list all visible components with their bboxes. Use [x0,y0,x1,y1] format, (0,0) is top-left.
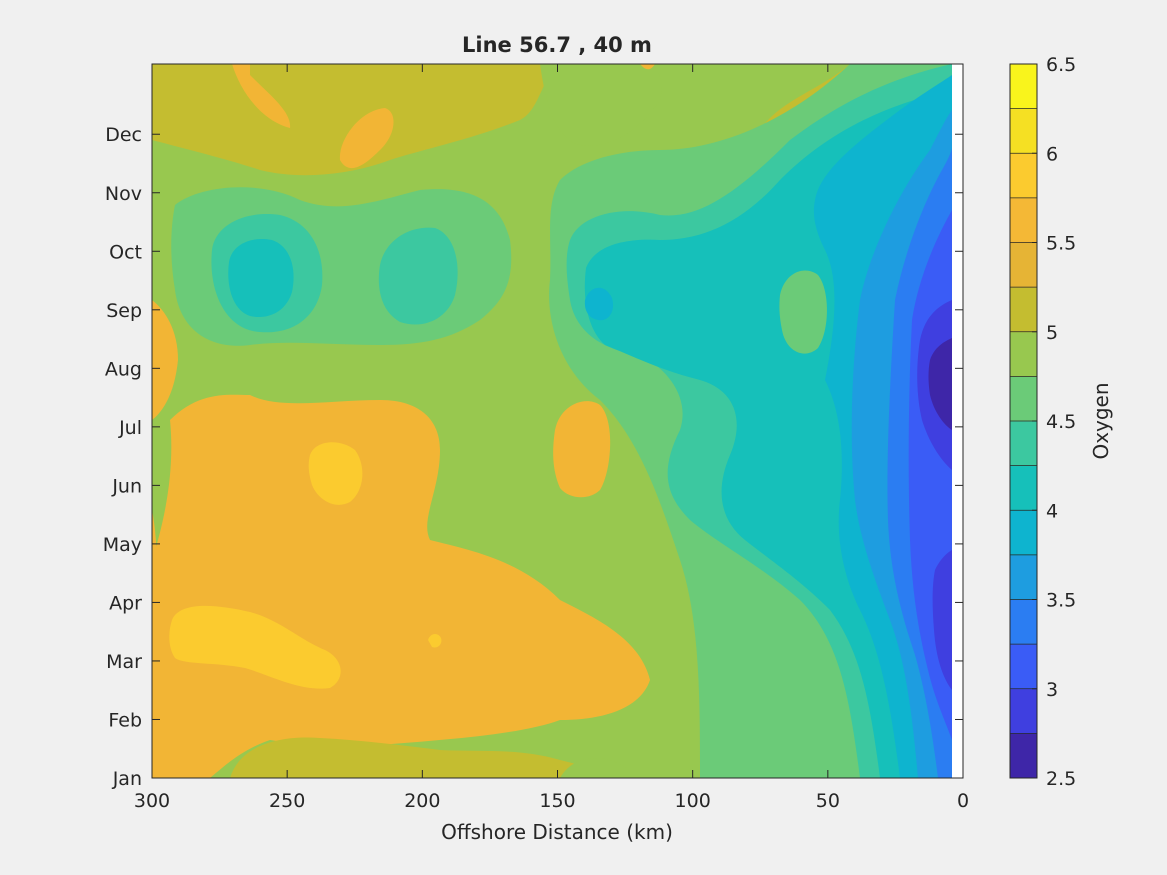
colorbar: 2.5 3 3.5 4 4.5 5 5.5 6 6.5 Oxygen [1009,54,1113,790]
colorbar-label: Oxygen [1089,382,1113,459]
colorbar-tick-label: 3.5 [1046,590,1076,612]
plot-area [151,63,964,779]
y-tick-label: Jan [112,768,142,790]
colorbar-level [1010,108,1037,154]
y-tick-label: Nov [105,183,142,205]
colorbar-tick-label: 2.5 [1046,768,1076,790]
x-tick-label: 300 [134,790,170,812]
contour-region [584,287,614,321]
colorbar-tick-label: 3 [1046,679,1058,701]
colorbar-level [1010,376,1037,422]
colorbar-level [1010,287,1037,333]
x-axis-label: Offshore Distance (km) [441,820,673,844]
colorbar-level [1010,421,1037,467]
contour-region [640,64,655,70]
colorbar-level [1010,733,1037,779]
x-tick-label: 150 [539,790,575,812]
y-axis-tick-labels: Jan Feb Mar Apr May Jun Jul Aug Sep Oct Nov Dec [103,124,142,790]
x-tick-label: 100 [675,790,711,812]
y-tick-label: Oct [109,241,142,263]
colorbar-tick-label: 6.5 [1046,54,1076,76]
contour-region [428,634,442,648]
contour-region [308,442,363,505]
contour-region [540,64,662,146]
colorbar-levels [1010,64,1037,779]
colorbar-level [1010,688,1037,734]
contour-fill [152,64,952,778]
colorbar-level [1010,153,1037,199]
contour-region [779,270,827,354]
colorbar-tick-label: 5 [1046,322,1058,344]
colorbar-tick-labels: 2.5 3 3.5 4 4.5 5 5.5 6 6.5 [1032,54,1076,790]
y-tick-label: Sep [106,300,142,322]
x-axis-tick-labels: 300 250 200 150 100 50 0 [134,790,969,812]
axis-ticks [151,64,964,779]
colorbar-tick-label: 6 [1046,143,1058,165]
colorbar-level [1010,644,1037,690]
colorbar-level [1010,331,1037,377]
y-tick-label: Mar [106,651,142,673]
contour-region [378,227,458,325]
chart-title: Line 56.7 , 40 m [462,33,652,57]
colorbar-level [1010,510,1037,556]
y-tick-label: Apr [109,592,142,614]
contour-region [230,737,640,778]
contour-region [560,758,636,778]
x-tick-label: 200 [404,790,440,812]
x-tick-label: 50 [816,790,840,812]
colorbar-tick-label: 4 [1046,500,1058,522]
contour-region [152,64,291,128]
colorbar-level [1010,242,1037,288]
colorbar-tick-label: 4.5 [1046,411,1076,433]
plot-blank-strip [952,64,963,778]
y-tick-label: Dec [105,124,142,146]
colorbar-tick-label: 5.5 [1046,233,1076,255]
x-tick-label: 250 [269,790,305,812]
contour-region [228,238,294,317]
colorbar-level [1010,64,1037,110]
contour-region [553,401,611,498]
y-tick-label: Feb [108,709,142,731]
contour-region [152,510,157,605]
x-tick-label: 0 [957,790,969,812]
y-tick-label: May [103,534,142,556]
contour-region [932,550,952,690]
y-tick-label: Aug [105,358,142,380]
colorbar-level [1010,599,1037,645]
contour-region [152,300,178,420]
colorbar-level [1010,197,1037,243]
colorbar-level [1010,465,1037,511]
y-tick-label: Jun [111,475,142,497]
contour-region [928,338,952,430]
colorbar-level [1010,554,1037,600]
contour-region [169,605,341,689]
contour-region [152,394,650,778]
y-tick-label: Jul [118,417,142,439]
contour-region [339,108,394,169]
